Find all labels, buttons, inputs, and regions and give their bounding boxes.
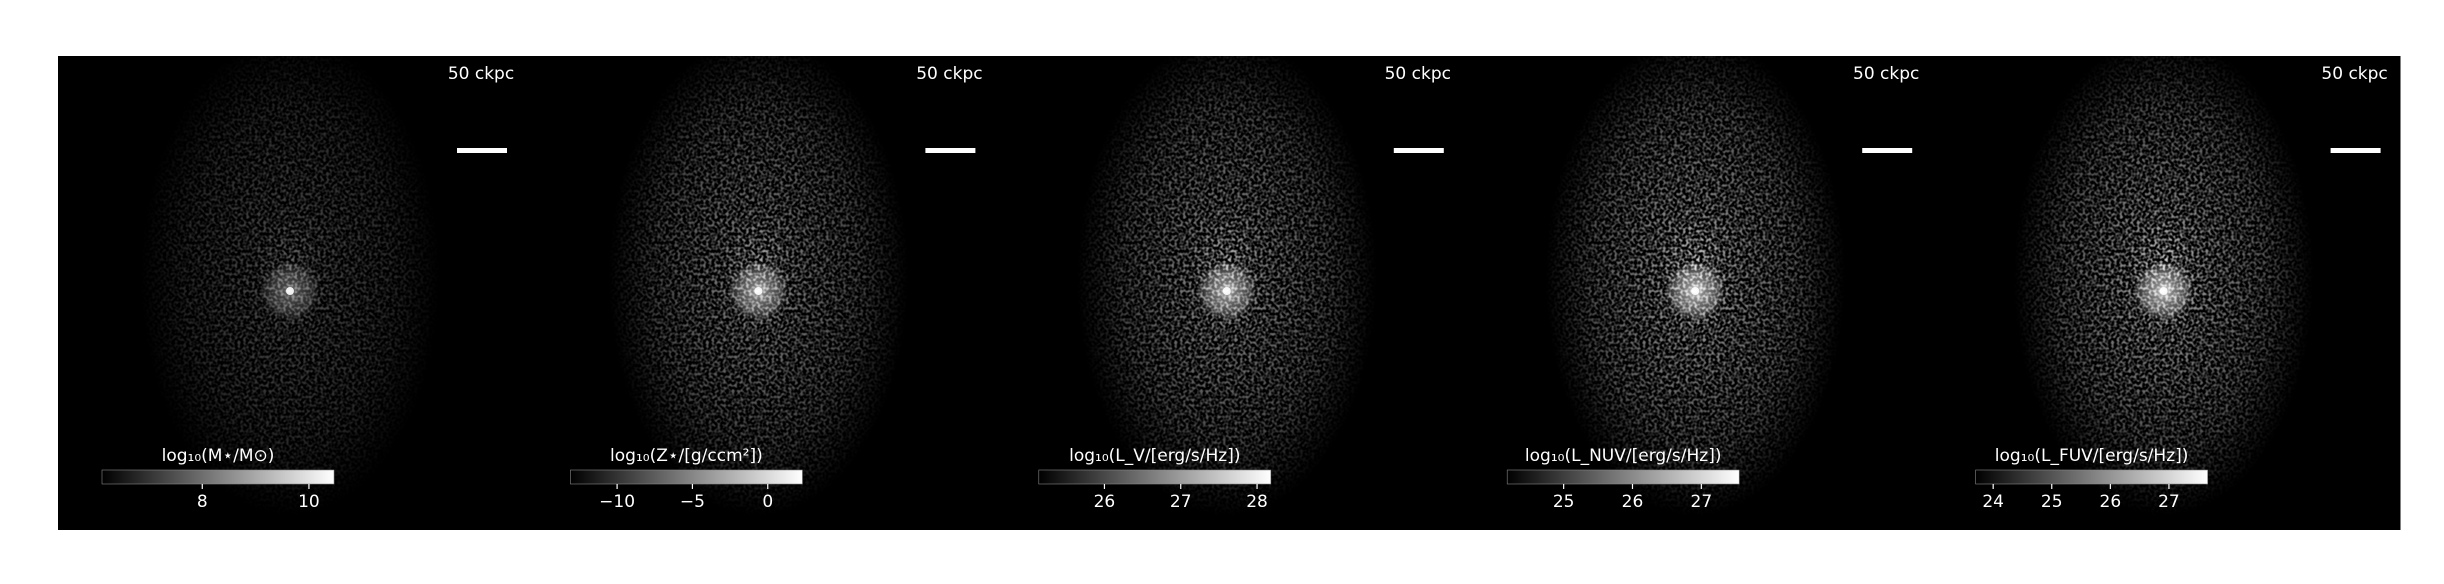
colorbar-tick-label: 0: [762, 492, 773, 512]
colorbar-label: log₁₀(L_FUV/[erg/s/Hz]): [1995, 446, 2189, 466]
colorbar-tick-label: 24: [1982, 492, 2004, 512]
colorbar-tick-label: 10: [298, 492, 320, 512]
scale-bar: [2330, 148, 2381, 153]
colorbar-tick-label: 26: [1622, 492, 1644, 512]
colorbar-label: log₁₀(L_NUV/[erg/s/Hz]): [1525, 446, 1722, 466]
colorbar-tick-label: 28: [1246, 492, 1268, 512]
panel: 50 ckpc log₁₀(L_FUV/[erg/s/Hz]) 24 25 26 27: [1931, 36, 2401, 530]
colorbar-label: log₁₀(L_V/[erg/s/Hz]): [1069, 446, 1240, 466]
colorbar-tick-label: 25: [1553, 492, 1575, 512]
colorbar: [101, 469, 335, 485]
colorbar-tick-label: 25: [2041, 492, 2063, 512]
colorbar-tick-label: −5: [680, 492, 705, 512]
scale-bar: [925, 148, 976, 153]
panel: 50 ckpc log₁₀(L_NUV/[erg/s/Hz]) 25 26 27: [1463, 36, 1933, 530]
scale-bar-label: 50 ckpc: [1853, 64, 1919, 84]
scale-bar-label: 50 ckpc: [1385, 64, 1451, 84]
colorbar: [1506, 469, 1740, 485]
galaxy-center: [1222, 287, 1231, 295]
colorbar-tick-label: 26: [1094, 492, 1116, 512]
colorbar-tick-label: 26: [2100, 492, 2122, 512]
colorbar: [1975, 469, 2208, 485]
colorbar-tick-label: 8: [197, 492, 208, 512]
colorbar: [1038, 469, 1272, 485]
scale-bar: [457, 148, 507, 153]
galaxy-center: [1691, 287, 1700, 295]
colorbar-label: log₁₀(M⋆/M⊙): [162, 446, 275, 466]
galaxy-center: [286, 287, 294, 295]
colorbar-tick-label: −10: [599, 492, 635, 512]
panel: 50 ckpc log₁₀(Z⋆/[g/ccm²]) −10 −5 0: [526, 36, 996, 530]
galaxy-center: [754, 287, 763, 295]
panel: 50 ckpc log₁₀(M⋆/M⊙) 8 10: [58, 36, 527, 530]
galaxy-center: [2159, 287, 2168, 295]
colorbar-tick-label: 27: [2158, 492, 2180, 512]
colorbar-label: log₁₀(Z⋆/[g/ccm²]): [610, 446, 763, 466]
colorbar-tick-label: 27: [1170, 492, 1192, 512]
scale-bar: [1862, 148, 1913, 153]
scale-bar-label: 50 ckpc: [2321, 64, 2387, 84]
scale-bar: [1393, 148, 1444, 153]
panel: 50 ckpc log₁₀(L_V/[erg/s/Hz]) 26 27 28: [994, 36, 1464, 530]
scale-bar-label: 50 ckpc: [448, 64, 514, 84]
colorbar-tick-label: 27: [1691, 492, 1713, 512]
scale-bar-label: 50 ckpc: [916, 64, 982, 84]
colorbar: [570, 469, 803, 485]
